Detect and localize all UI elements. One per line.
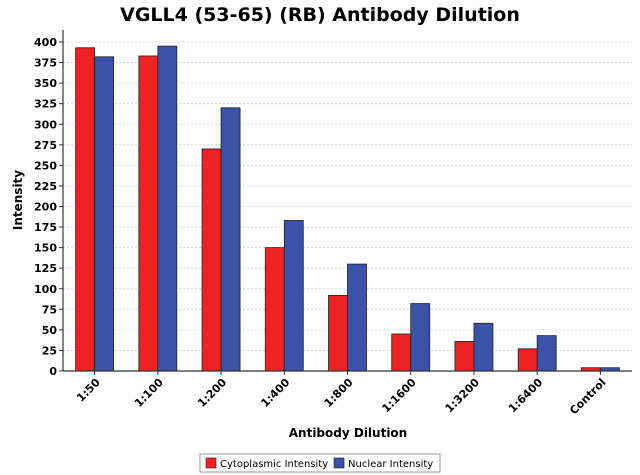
bar-nuclear bbox=[94, 56, 115, 372]
x-tick-label: 1:100 bbox=[132, 376, 166, 410]
legend-label: Nuclear Intensity bbox=[348, 459, 433, 470]
legend-box bbox=[199, 453, 441, 473]
y-tick-label: 125 bbox=[34, 262, 57, 275]
x-tick-label: 1:50 bbox=[74, 376, 103, 405]
x-tick-label: 1:6400 bbox=[506, 376, 546, 416]
y-tick-label: 150 bbox=[34, 242, 57, 255]
legend-label: Cytoplasmic Intensity bbox=[220, 459, 328, 470]
x-tick-label: 1:3200 bbox=[443, 376, 483, 416]
bar-nuclear bbox=[157, 45, 178, 372]
y-tick-label: 0 bbox=[49, 365, 57, 378]
bar-cytoplasmic bbox=[138, 55, 159, 372]
bar-nuclear bbox=[283, 220, 304, 372]
legend-swatch bbox=[333, 457, 345, 469]
bar-cytoplasmic bbox=[75, 47, 96, 372]
y-tick-label: 225 bbox=[34, 180, 57, 193]
bar-cytoplasmic bbox=[391, 333, 412, 372]
bar-nuclear bbox=[220, 107, 241, 372]
bar-nuclear bbox=[536, 335, 557, 372]
x-tick-label: 1:200 bbox=[195, 376, 229, 410]
y-tick-label: 50 bbox=[42, 324, 58, 337]
bar-cytoplasmic bbox=[201, 148, 222, 372]
x-axis-label: Antibody Dilution bbox=[289, 426, 407, 440]
y-tick-label: 250 bbox=[34, 159, 57, 172]
y-tick-label: 375 bbox=[34, 57, 57, 70]
bar-cytoplasmic bbox=[328, 294, 348, 372]
y-tick-label: 325 bbox=[34, 98, 57, 111]
y-tick-label: 350 bbox=[34, 77, 57, 90]
x-tick-label: Control bbox=[567, 376, 608, 417]
y-axis-label: Intensity bbox=[11, 170, 25, 230]
y-tick-label: 200 bbox=[34, 201, 57, 214]
bar-nuclear bbox=[410, 303, 431, 372]
y-tick-label: 275 bbox=[34, 139, 57, 152]
bar-nuclear bbox=[473, 322, 494, 372]
bar-cytoplasmic bbox=[264, 247, 285, 372]
bar-cytoplasmic bbox=[517, 348, 538, 372]
x-axis-ticks: 1:50 1:100 1:200 1:400 1:800 1:1600 1:3200 1:64… bbox=[74, 371, 609, 417]
y-tick-label: 400 bbox=[34, 36, 57, 49]
x-tick-label: 1:800 bbox=[322, 376, 356, 410]
legend-swatch bbox=[205, 457, 217, 469]
x-tick-label: 1:1600 bbox=[379, 376, 419, 416]
y-tick-label: 300 bbox=[34, 118, 57, 131]
y-tick-label: 175 bbox=[34, 221, 57, 234]
x-tick-label: 1:400 bbox=[258, 376, 292, 410]
bars bbox=[75, 45, 620, 372]
legend: Cytoplasmic Intensity Nuclear Intensity bbox=[199, 453, 441, 473]
bar-cytoplasmic bbox=[454, 340, 475, 372]
y-tick-label: 100 bbox=[34, 283, 57, 296]
bar-nuclear bbox=[347, 263, 367, 372]
y-tick-label: 25 bbox=[42, 344, 57, 357]
y-axis-ticks: 0 25 50 75 100 125 150 175 200 225 250 275 300 325 350… bbox=[34, 36, 63, 378]
y-tick-label: 75 bbox=[42, 303, 57, 316]
chart-title: VGLL4 (53-65) (RB) Antibody Dilution bbox=[120, 4, 520, 26]
